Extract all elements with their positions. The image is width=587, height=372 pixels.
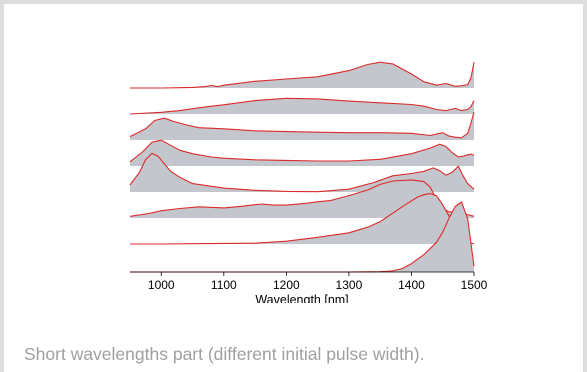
series-5-line (129, 152, 475, 193)
x-tick-label-1300: 1300 (336, 278, 363, 292)
x-axis-title: Wavelength [nm] (255, 293, 348, 303)
x-tick-label-1100: 1100 (211, 278, 237, 292)
series-3-line (129, 111, 475, 139)
series-2-line (129, 97, 475, 115)
series-8-area (130, 202, 474, 272)
series-6-area (130, 179, 474, 218)
series-layer (129, 61, 475, 273)
series-6-line (129, 179, 475, 217)
series-1-area (130, 62, 474, 88)
x-tick-label-1200: 1200 (273, 278, 300, 292)
series-7-area (130, 193, 474, 244)
wavelength-chart: 1000 1100 1200 1300 1400 1500 Wavelength [nm] (129, 61, 488, 303)
series-1-line (130, 61, 475, 89)
series-4-line (129, 139, 475, 163)
x-tick-label-1400: 1400 (398, 278, 425, 292)
x-axis: 1000 1100 1200 1300 1400 1500 (130, 271, 488, 292)
series-2-area (130, 98, 474, 114)
series-4-area (130, 140, 474, 166)
x-tick-label-1500: 1500 (461, 278, 488, 292)
series-3-area (130, 112, 474, 140)
x-tick-label-1000: 1000 (148, 278, 175, 292)
figure-caption: Short wavelengths part (different initia… (24, 344, 425, 364)
